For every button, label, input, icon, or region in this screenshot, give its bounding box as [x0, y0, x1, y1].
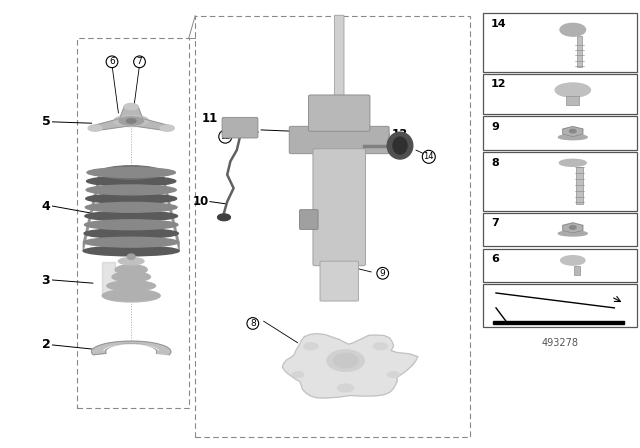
Ellipse shape	[102, 291, 160, 301]
Polygon shape	[131, 119, 171, 130]
Ellipse shape	[119, 117, 143, 125]
Polygon shape	[566, 96, 579, 105]
Text: 4: 4	[42, 199, 51, 213]
Text: 2: 2	[42, 338, 51, 352]
Polygon shape	[282, 334, 418, 398]
Ellipse shape	[84, 220, 178, 230]
Ellipse shape	[387, 132, 413, 159]
Text: 11: 11	[202, 112, 218, 125]
Text: 8: 8	[250, 319, 255, 328]
Text: 13: 13	[392, 128, 408, 141]
FancyBboxPatch shape	[313, 149, 365, 266]
Polygon shape	[120, 107, 143, 119]
Polygon shape	[102, 262, 115, 296]
Ellipse shape	[127, 254, 135, 259]
Ellipse shape	[570, 226, 576, 229]
FancyBboxPatch shape	[300, 210, 318, 229]
Ellipse shape	[333, 353, 358, 368]
Text: 7: 7	[137, 57, 142, 66]
Ellipse shape	[387, 372, 399, 377]
Ellipse shape	[83, 246, 179, 256]
Polygon shape	[563, 127, 583, 137]
Text: 14: 14	[424, 152, 434, 161]
Ellipse shape	[86, 185, 176, 195]
Ellipse shape	[561, 256, 585, 265]
Polygon shape	[92, 119, 131, 130]
Polygon shape	[92, 341, 171, 355]
Ellipse shape	[327, 350, 364, 371]
Ellipse shape	[115, 265, 147, 275]
Polygon shape	[163, 172, 179, 251]
Ellipse shape	[87, 168, 175, 177]
Polygon shape	[576, 167, 583, 203]
Polygon shape	[493, 321, 624, 324]
Text: 493278: 493278	[541, 338, 579, 348]
Ellipse shape	[86, 194, 177, 203]
Ellipse shape	[85, 202, 177, 212]
Polygon shape	[577, 35, 582, 67]
Ellipse shape	[88, 125, 102, 131]
FancyBboxPatch shape	[308, 95, 370, 131]
Ellipse shape	[304, 343, 318, 350]
Ellipse shape	[373, 343, 387, 350]
Ellipse shape	[570, 129, 576, 133]
Ellipse shape	[84, 237, 179, 247]
Text: 9: 9	[380, 269, 385, 278]
Ellipse shape	[124, 103, 138, 110]
Ellipse shape	[84, 228, 179, 238]
Text: 1: 1	[251, 123, 259, 137]
Text: 7: 7	[491, 218, 499, 228]
Ellipse shape	[100, 166, 163, 179]
Ellipse shape	[127, 119, 136, 123]
Ellipse shape	[118, 258, 144, 265]
Polygon shape	[574, 266, 580, 275]
FancyBboxPatch shape	[320, 261, 358, 301]
Ellipse shape	[560, 23, 586, 36]
Text: 10: 10	[193, 195, 209, 208]
Ellipse shape	[112, 272, 150, 282]
FancyBboxPatch shape	[222, 117, 258, 138]
Ellipse shape	[292, 372, 304, 377]
Ellipse shape	[86, 176, 176, 186]
Text: 12: 12	[220, 132, 230, 141]
Ellipse shape	[555, 83, 590, 97]
Polygon shape	[563, 223, 583, 233]
FancyBboxPatch shape	[289, 126, 389, 154]
Ellipse shape	[393, 137, 407, 154]
Text: 5: 5	[42, 115, 51, 129]
Text: 14: 14	[491, 19, 506, 29]
Text: 3: 3	[42, 273, 50, 287]
Ellipse shape	[85, 211, 177, 221]
Ellipse shape	[114, 116, 148, 127]
Ellipse shape	[559, 159, 586, 166]
FancyBboxPatch shape	[335, 15, 344, 99]
Ellipse shape	[558, 135, 588, 140]
Text: 6: 6	[109, 57, 115, 66]
Ellipse shape	[102, 289, 160, 302]
Ellipse shape	[107, 281, 156, 291]
Polygon shape	[83, 172, 99, 251]
Text: 6: 6	[491, 254, 499, 264]
Text: 9: 9	[491, 122, 499, 132]
Ellipse shape	[218, 214, 230, 221]
Text: 8: 8	[491, 158, 499, 168]
Ellipse shape	[160, 125, 174, 131]
Text: 12: 12	[491, 79, 506, 89]
Ellipse shape	[338, 384, 354, 392]
Ellipse shape	[558, 231, 588, 236]
